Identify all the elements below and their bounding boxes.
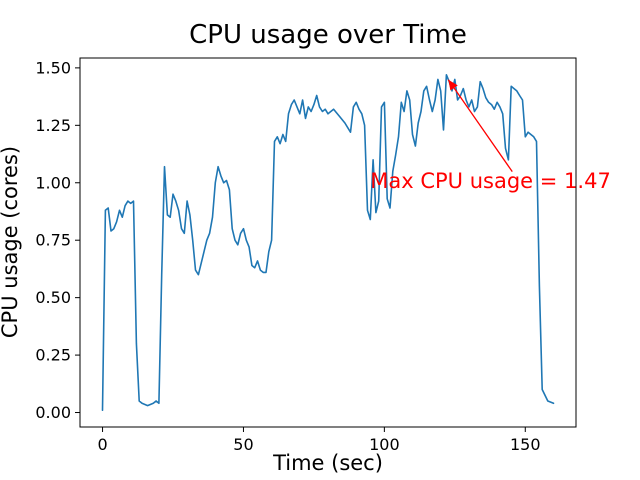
cpu-usage-line xyxy=(101,74,555,412)
annotation-arrow-line xyxy=(447,79,513,173)
axes-spines xyxy=(79,57,577,428)
y-tick-label: 0.25 xyxy=(35,346,71,365)
chart-title: CPU usage over Time xyxy=(189,20,467,50)
annotation-text: Max CPU usage = 1.47 xyxy=(370,168,611,193)
y-tick-label: 1.00 xyxy=(35,173,71,192)
y-tick-label: 0.00 xyxy=(35,403,71,422)
x-tick-label: 0 xyxy=(97,435,107,454)
x-tick-label: 100 xyxy=(369,435,400,454)
x-axis-label: Time (sec) xyxy=(273,451,383,475)
y-tick-label: 0.50 xyxy=(35,288,71,307)
y-tick-label: 0.75 xyxy=(35,231,71,250)
y-tick-label: 1.50 xyxy=(35,58,71,77)
annotation-arrowhead xyxy=(448,79,458,91)
x-tick-label: 150 xyxy=(510,435,541,454)
y-tick-label: 1.25 xyxy=(35,116,71,135)
x-tick-label: 50 xyxy=(233,435,253,454)
